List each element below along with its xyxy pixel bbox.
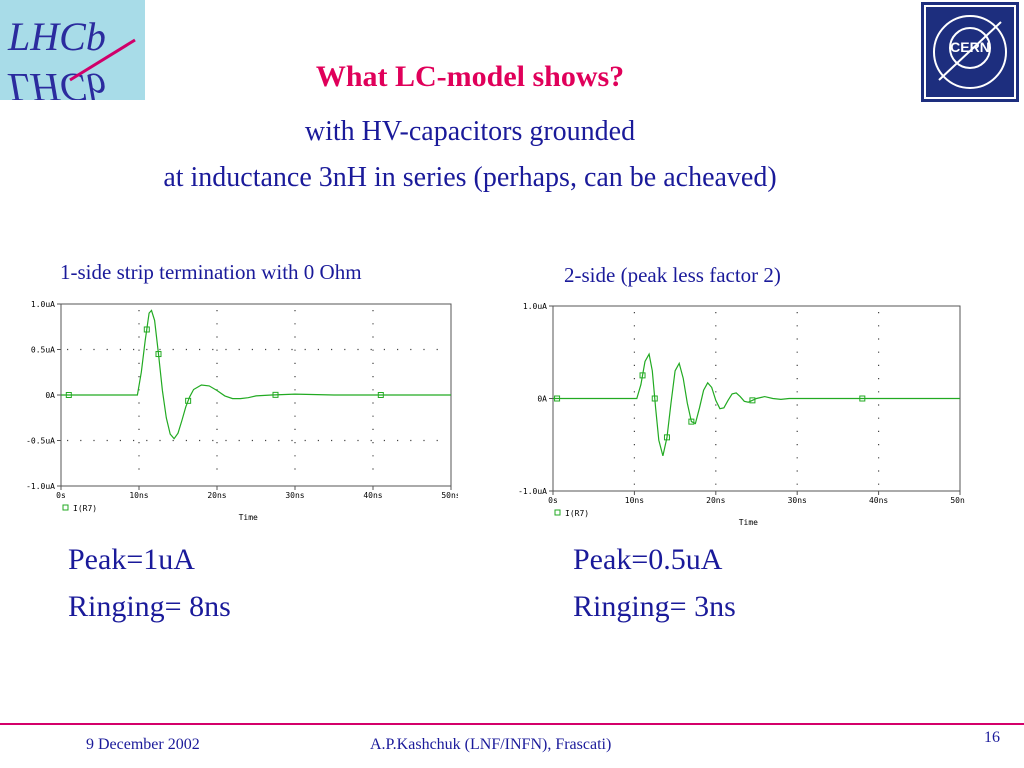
- y-tick-label: -1.0uA: [518, 487, 547, 496]
- x-axis-label: Time: [739, 518, 758, 527]
- data-point-marker: [663, 434, 670, 441]
- legend-marker: [62, 504, 69, 511]
- left-chart-heading: 1-side strip termination with 0 Ohm: [60, 260, 362, 284]
- series-line: [553, 352, 960, 457]
- data-point-marker: [688, 418, 695, 425]
- data-point-marker: [749, 397, 756, 404]
- x-tick-label: 0s: [548, 496, 558, 505]
- x-tick-label: 40ns: [869, 496, 888, 505]
- x-tick-label: 50ns: [441, 491, 458, 500]
- y-tick-label: 1.0uA: [31, 300, 55, 309]
- cern-logo: CERN: [921, 2, 1019, 102]
- x-tick-label: 30ns: [788, 496, 807, 505]
- x-tick-label: 20ns: [706, 496, 725, 505]
- data-point-marker: [185, 397, 192, 404]
- y-tick-label: 0.5uA: [31, 346, 55, 355]
- right-chart-heading: 2-side (peak less factor 2): [564, 263, 781, 287]
- svg-text:LHCb: LHCb: [7, 14, 106, 59]
- x-tick-label: 20ns: [207, 491, 226, 500]
- legend-label: I(R7): [565, 509, 589, 518]
- footer-date: 9 December 2002: [86, 736, 200, 753]
- svg-text:CERN: CERN: [950, 39, 990, 55]
- data-point-marker: [651, 395, 658, 402]
- data-point-marker: [377, 392, 384, 398]
- page-number: 16: [984, 729, 1000, 746]
- page-title: What LC-model shows?: [315, 60, 625, 93]
- x-tick-label: 30ns: [285, 491, 304, 500]
- right-ringing-label: Ringing= 3ns: [573, 590, 736, 623]
- y-tick-label: 0A: [537, 395, 547, 404]
- y-tick-label: 1.0uA: [523, 302, 547, 311]
- y-tick-label: -0.5uA: [26, 437, 55, 446]
- data-point-marker: [639, 372, 646, 379]
- data-point-marker: [554, 395, 561, 402]
- right-peak-label: Peak=0.5uA: [573, 543, 723, 576]
- x-tick-label: 40ns: [363, 491, 382, 500]
- left-peak-label: Peak=1uA: [68, 543, 195, 576]
- series-line: [61, 309, 451, 440]
- subtitle-line-1: with HV-capacitors grounded: [304, 116, 636, 147]
- data-point-marker: [155, 351, 162, 358]
- x-tick-label: 10ns: [625, 496, 644, 505]
- data-point-marker: [143, 326, 150, 333]
- legend-marker: [554, 509, 561, 516]
- footer-divider: [0, 723, 1024, 725]
- footer-author: A.P.Kashchuk (LNF/INFN), Frascati): [370, 736, 612, 753]
- y-tick-label: -1.0uA: [26, 482, 55, 491]
- x-tick-label: 0s: [56, 491, 66, 500]
- left-ringing-label: Ringing= 8ns: [68, 590, 231, 623]
- x-tick-label: 50ns: [950, 496, 965, 505]
- data-point-marker: [859, 395, 866, 402]
- x-tick-label: 10ns: [129, 491, 148, 500]
- y-tick-label: 0A: [45, 391, 55, 400]
- lhcb-logo: LHCb LHCb: [0, 0, 145, 110]
- x-axis-label: Time: [239, 513, 258, 522]
- subtitle-line-2: at inductance 3nH in series (perhaps, ca…: [163, 162, 777, 193]
- data-point-marker: [272, 391, 279, 398]
- data-point-marker: [65, 392, 72, 398]
- legend-label: I(R7): [73, 504, 97, 513]
